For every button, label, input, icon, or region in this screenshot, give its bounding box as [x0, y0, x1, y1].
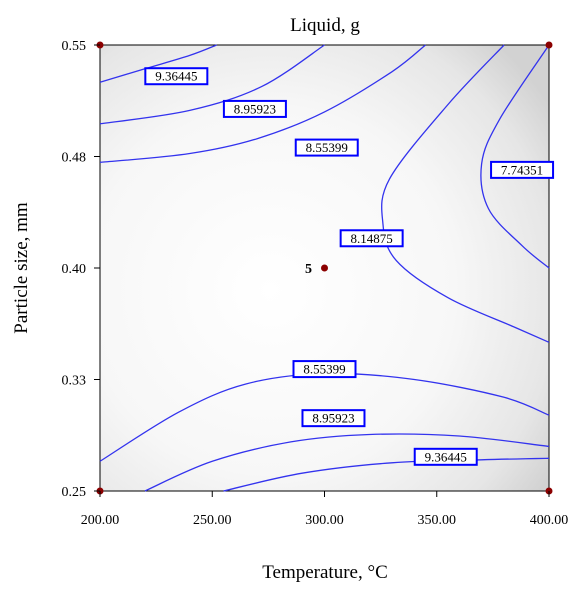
contour-label: 8.55399 [296, 140, 358, 156]
y-tick-label: 0.33 [62, 374, 87, 389]
contour-label-text: 7.74351 [501, 162, 543, 177]
y-tick-label: 0.40 [62, 262, 87, 277]
x-axis-ticks: 200.00 250.00 300.00 350.00 400.00 [81, 491, 569, 528]
y-tick-label: 0.25 [62, 485, 87, 500]
contour-label-text: 8.55399 [306, 140, 348, 155]
x-axis-label: Temperature, °C [262, 562, 388, 583]
contour-label: 8.95923 [224, 101, 286, 117]
design-point [321, 265, 328, 272]
y-axis-ticks: 0.25 0.33 0.40 0.48 0.55 [62, 39, 101, 500]
contour-label: 9.36445 [415, 449, 477, 465]
design-point [546, 42, 553, 49]
y-tick-label: 0.48 [62, 151, 87, 166]
contour-label-text: 8.14875 [351, 231, 393, 246]
x-tick-label: 250.00 [193, 513, 232, 528]
x-tick-label: 300.00 [305, 513, 344, 528]
x-tick-label: 400.00 [530, 513, 569, 528]
chart-title: Liquid, g [290, 15, 360, 36]
x-tick-label: 350.00 [418, 513, 457, 528]
y-tick-label: 0.55 [62, 39, 87, 54]
contour-label-text: 8.95923 [234, 101, 276, 116]
contour-label: 7.74351 [491, 162, 553, 178]
y-axis-label: Particle size, mm [11, 202, 32, 334]
contour-label: 8.95923 [302, 410, 364, 426]
contour-label: 8.14875 [341, 230, 403, 246]
contour-label: 9.36445 [145, 68, 207, 84]
contour-label-text: 9.36445 [425, 449, 467, 464]
contour-label-text: 8.55399 [303, 362, 345, 377]
x-tick-label: 200.00 [81, 513, 120, 528]
contour-label-text: 9.36445 [155, 69, 197, 84]
design-point-label: 5 [305, 262, 312, 277]
contour-label-text: 8.95923 [312, 411, 354, 426]
contour-label: 8.55399 [294, 361, 356, 377]
